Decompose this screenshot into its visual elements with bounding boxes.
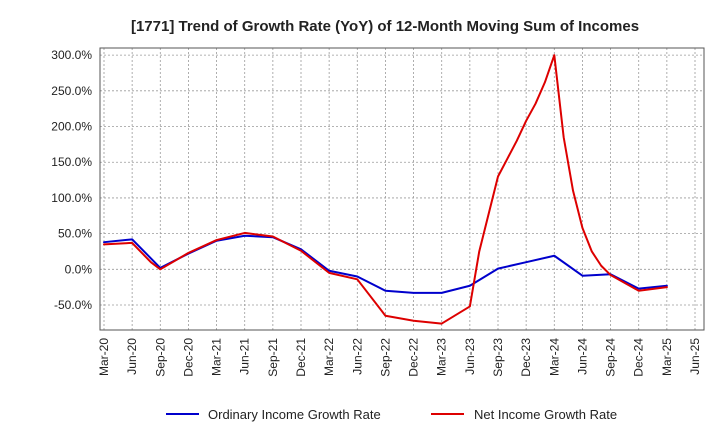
x-tick-label: Sep-23: [491, 338, 505, 377]
x-tick-label: Sep-20: [153, 338, 167, 377]
net-income-series-line: [103, 54, 668, 325]
y-tick-label: 200.0%: [51, 120, 92, 134]
series-layer: [103, 54, 668, 325]
chart-title: [1771] Trend of Growth Rate (YoY) of 12-…: [131, 18, 639, 35]
x-tick-label: Jun-22: [350, 338, 364, 375]
x-tick-label: Dec-23: [519, 338, 533, 377]
y-tick-label: 300.0%: [51, 48, 92, 62]
axis-labels-layer: 300.0% 250.0% 200.0% 150.0% 100.0% 50.0% 0.0% -…: [51, 48, 702, 377]
y-tick-label: 0.0%: [65, 262, 93, 276]
x-tick-label: Jun-24: [575, 338, 589, 375]
plot-area-frame: [99, 47, 705, 331]
x-tick-label: Dec-21: [294, 338, 308, 377]
x-tick-label: Mar-20: [97, 338, 111, 376]
legend-label: Net Income Growth Rate: [474, 407, 617, 422]
y-tick-label: 250.0%: [51, 84, 92, 98]
y-tick-label: 50.0%: [58, 227, 92, 241]
x-tick-label: Sep-21: [266, 338, 280, 377]
x-tick-label: Mar-23: [435, 338, 449, 376]
y-tick-label: -50.0%: [54, 298, 92, 312]
y-tick-label: 150.0%: [51, 155, 92, 169]
x-tick-label: Mar-25: [660, 338, 674, 376]
x-tick-label: Dec-24: [632, 338, 646, 377]
x-tick-label: Jun-20: [125, 338, 139, 375]
legend: Ordinary Income Growth Rate Net Income Gr…: [166, 407, 617, 422]
x-tick-label: Sep-24: [604, 338, 618, 377]
x-tick-label: Jun-25: [688, 338, 702, 375]
x-tick-label: Dec-20: [181, 338, 195, 377]
y-tick-label: 100.0%: [51, 191, 92, 205]
legend-label: Ordinary Income Growth Rate: [208, 407, 381, 422]
grid-layer: [100, 48, 704, 330]
x-tick-label: Mar-24: [547, 338, 561, 376]
x-tick-label: Mar-22: [322, 338, 336, 376]
x-tick-label: Dec-22: [407, 338, 421, 377]
x-tick-label: Sep-22: [378, 338, 392, 377]
x-tick-label: Mar-21: [210, 338, 224, 376]
x-tick-label: Jun-23: [463, 338, 477, 375]
x-tick-label: Jun-21: [238, 338, 252, 375]
